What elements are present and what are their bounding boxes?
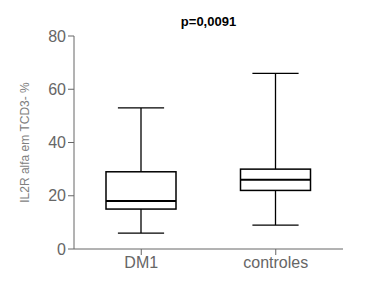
svg-text:DM1: DM1 bbox=[124, 254, 158, 271]
html-text:p=0,0091: p=0,0091 bbox=[180, 14, 237, 29]
svg-text:80: 80 bbox=[48, 28, 66, 45]
svg-text:controles: controles bbox=[243, 254, 308, 271]
svg-text:40: 40 bbox=[48, 134, 66, 151]
svg-text:IL2R alfa em TCD3- %: IL2R alfa em TCD3- % bbox=[18, 82, 32, 203]
svg-text:0: 0 bbox=[57, 241, 66, 258]
svg-text:20: 20 bbox=[48, 187, 66, 204]
svg-text:60: 60 bbox=[48, 81, 66, 98]
